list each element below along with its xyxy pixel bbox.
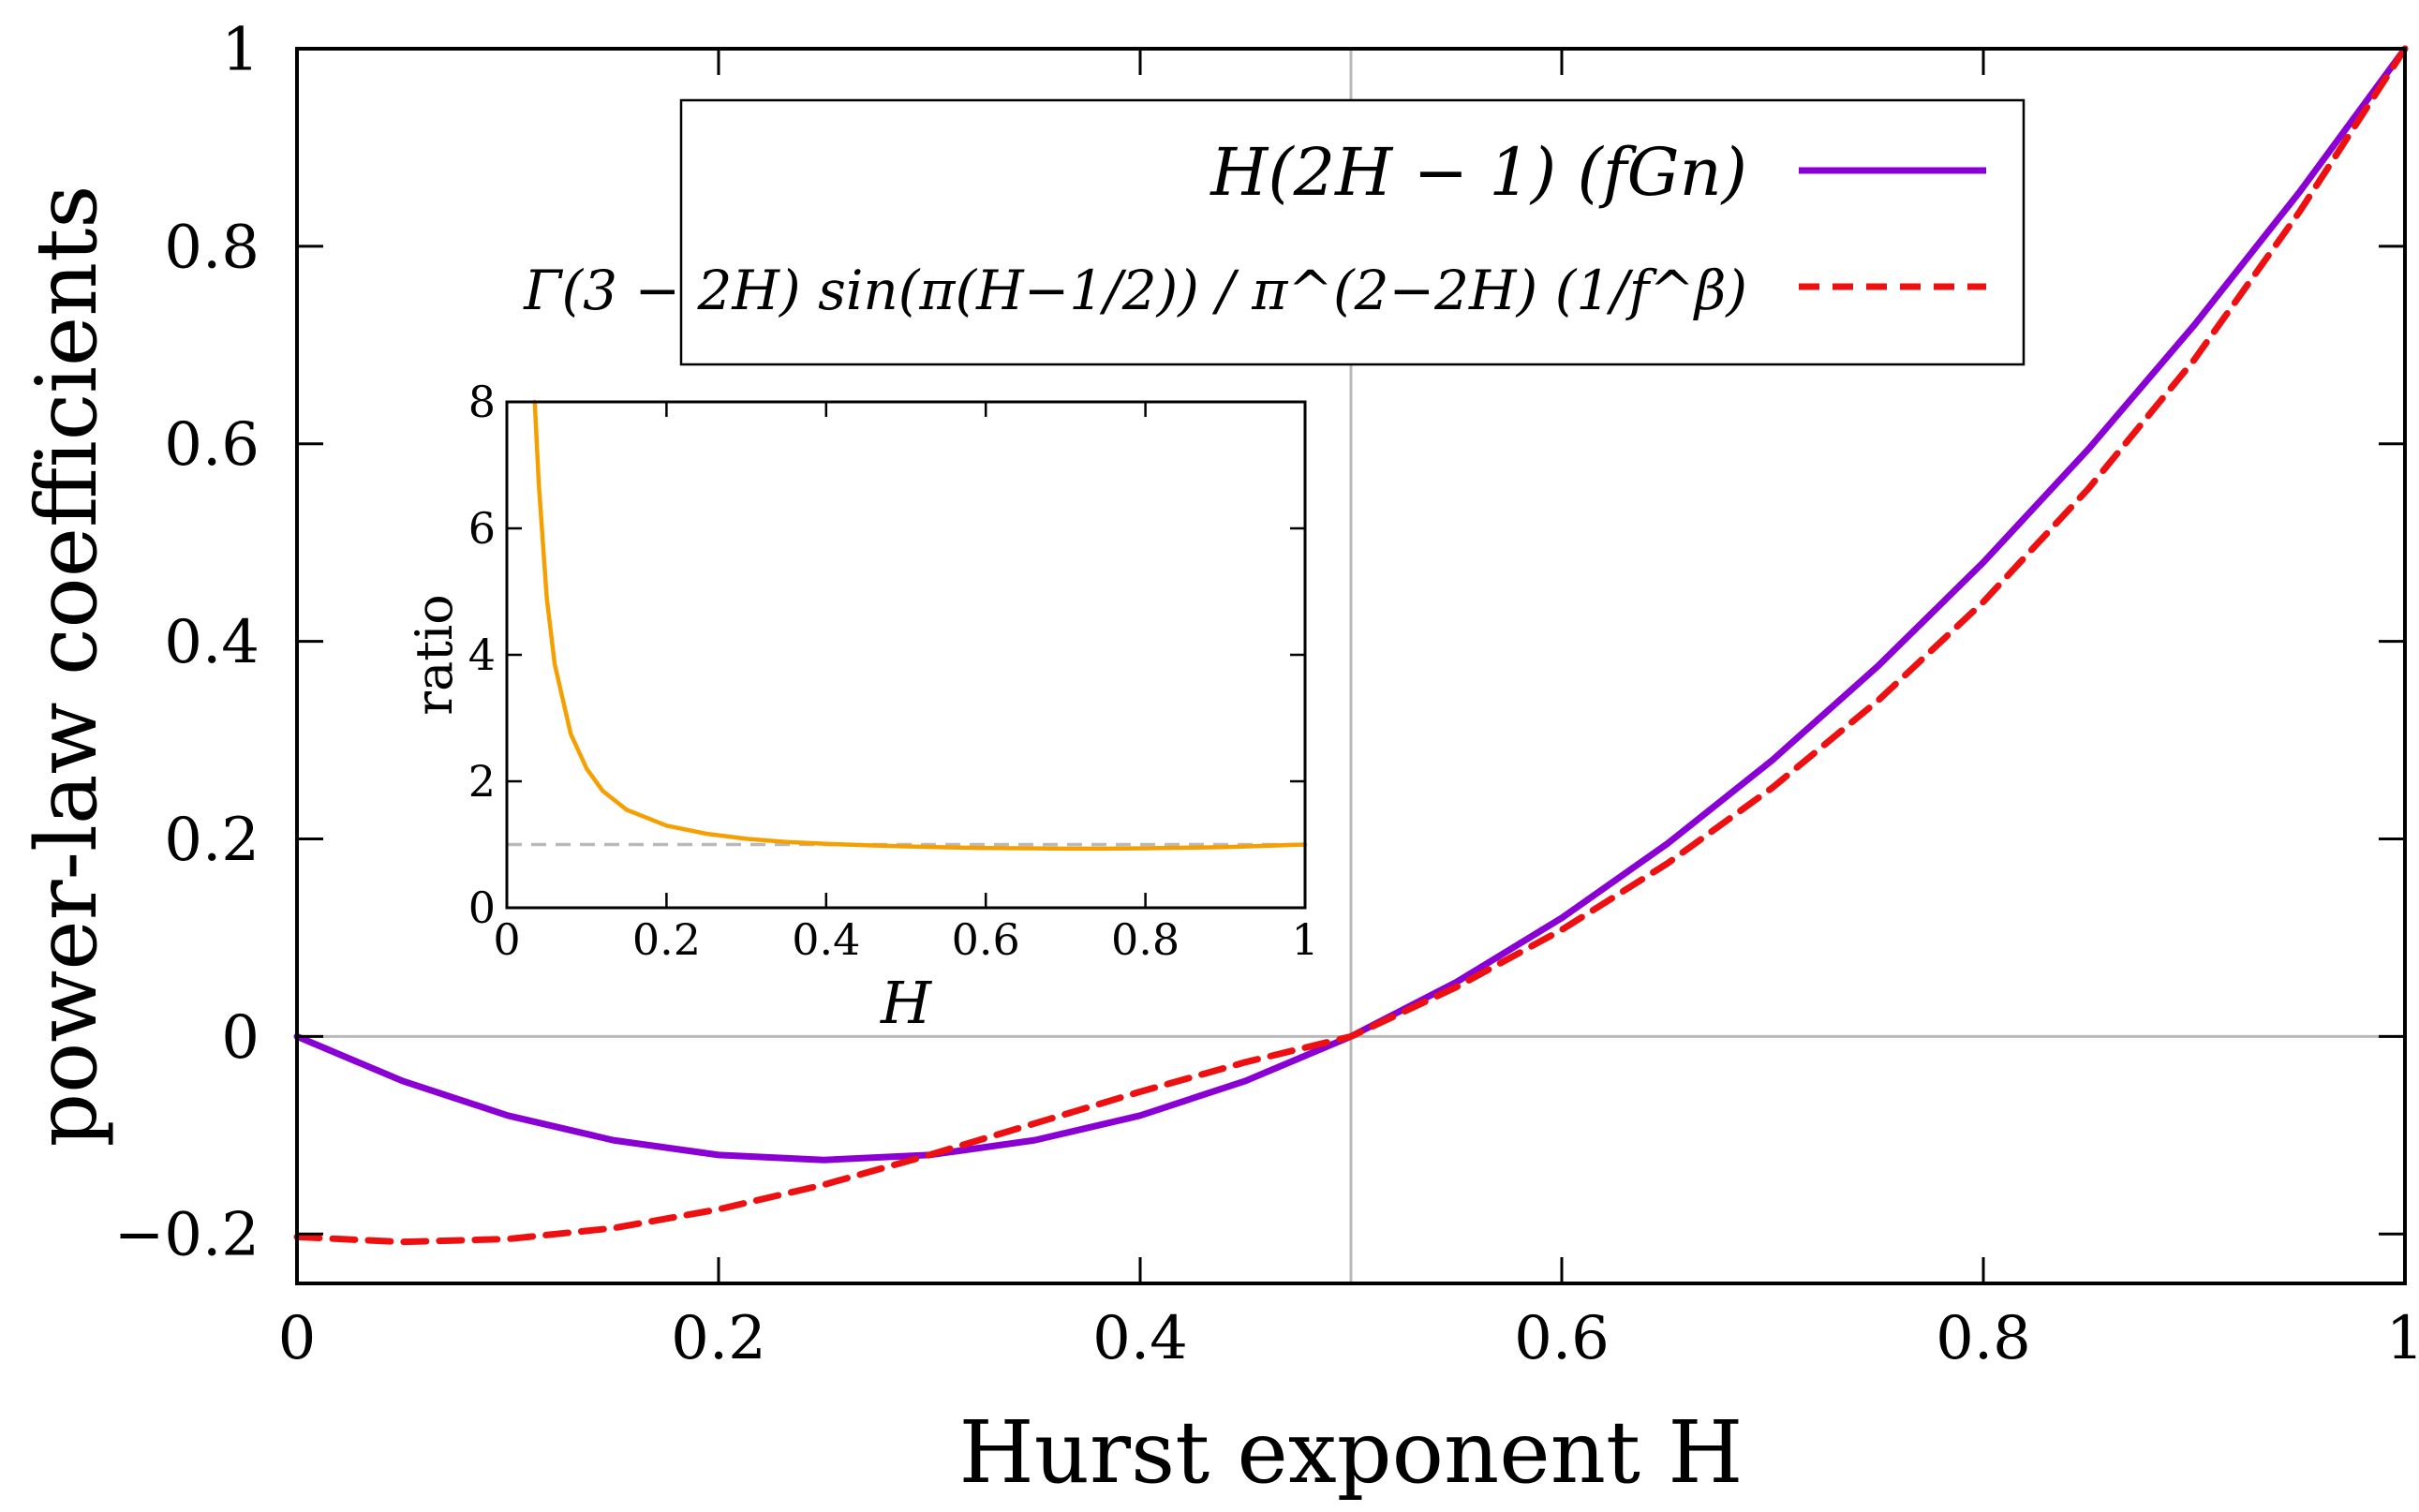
legend-box [679,98,2026,366]
x-tick-label: 0.2 [632,914,701,965]
main-plot: 0 0.2 0.4 0.6 0.8 1 −0.2 0 0.2 0.4 0.6 0.8 1 Hurst … [18,15,2419,1503]
x-tick-label: 0.4 [792,914,860,965]
y-tick-label: 0 [221,1003,260,1073]
inset-y-tick-labels: 0 2 4 6 8 [468,377,496,933]
inset-ticks [505,400,1307,910]
x-tick-label: 0.8 [1936,1304,2031,1373]
series-line-onef [293,45,2409,1246]
inset-x-axis-label: H [880,969,933,1037]
inset-background [507,402,1305,908]
x-tick-label: 0.6 [1514,1304,1610,1373]
y-tick-label: 8 [468,377,496,427]
main-series-group [293,45,2409,1246]
x-tick-label: 1 [2386,1304,2419,1373]
y-tick-label: 4 [468,630,496,680]
inset-y-axis-label: ratio [405,594,464,716]
main-x-axis-label: Hurst exponent H [959,1402,1744,1503]
series-line-ratio [532,399,1308,852]
inset-plot: 0 0.2 0.4 0.6 0.8 1 0 2 4 6 8 H ratio [405,377,1319,1037]
y-tick-label: 0.6 [164,410,260,480]
x-tick-label: 1 [1291,914,1318,965]
x-tick-label: 0 [278,1304,317,1373]
x-tick-label: 0.8 [1111,914,1180,965]
y-tick-label: 6 [468,503,496,554]
y-tick-label: 0.4 [164,608,260,677]
x-tick-label: 0.4 [1092,1304,1188,1373]
main-ticks [295,47,2407,1283]
x-tick-label: 0.2 [671,1304,766,1373]
y-tick-label: 0.2 [164,806,260,875]
legend-label-fgn: H(2H − 1) (fGn) [1209,134,1747,211]
y-tick-label: 0 [468,882,496,933]
x-tick-label: 0.6 [952,914,1020,965]
main-y-axis-label: power-law coefficients [18,185,116,1148]
inset-series-group [532,399,1308,852]
y-tick-label: 1 [221,15,260,84]
main-plot-frame [295,47,2407,1285]
inset-x-tick-labels: 0 0.2 0.4 0.6 0.8 1 [493,914,1318,965]
y-tick-label: −0.2 [114,1201,260,1270]
y-tick-label: 2 [468,756,496,807]
main-y-tick-labels: −0.2 0 0.2 0.4 0.6 0.8 1 [114,15,260,1269]
x-tick-label: 0 [493,914,520,965]
y-tick-label: 0.8 [164,213,260,282]
main-x-tick-labels: 0 0.2 0.4 0.6 0.8 1 [278,1304,2419,1373]
legend: H(2H − 1) (fGn) Γ(3 − 2H) sin(π(H−1/2)) … [523,98,2026,366]
legend-label-onef: Γ(3 − 2H) sin(π(H−1/2)) / π^(2−2H) (1/f^… [523,259,1747,322]
